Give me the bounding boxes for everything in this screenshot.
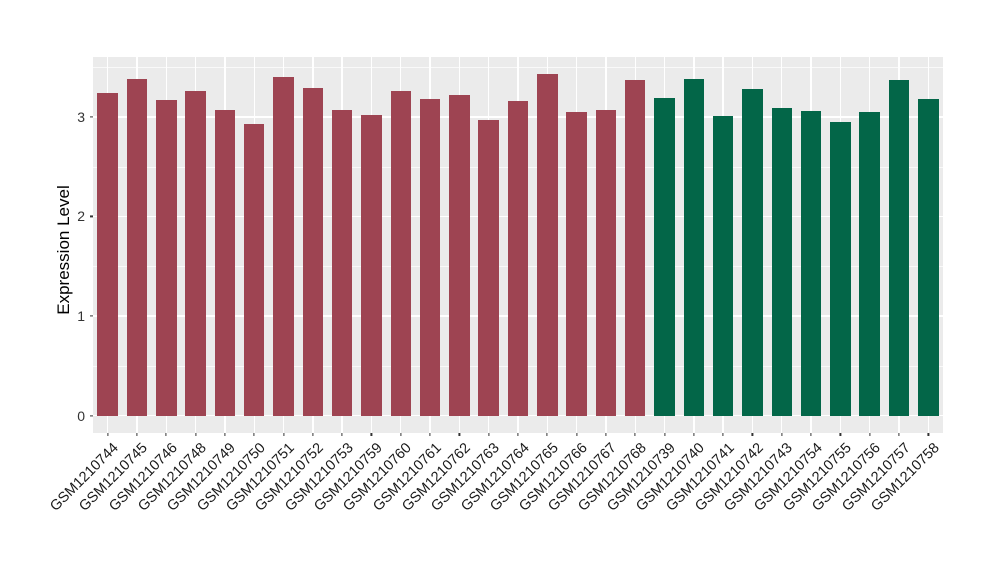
x-tick-mark: [693, 432, 695, 436]
y-tick-label: 3: [77, 108, 85, 125]
y-tick-label: 0: [77, 407, 85, 424]
y-tick-mark: [89, 116, 93, 118]
bar-GSM1210761: [419, 98, 441, 416]
x-tick-mark: [634, 432, 636, 436]
x-tick-mark: [722, 432, 724, 436]
x-tick-mark: [488, 432, 490, 436]
bar-GSM1210739: [654, 97, 675, 416]
x-tick-mark: [898, 432, 900, 436]
bar-GSM1210753: [331, 109, 353, 416]
x-tick-mark: [927, 432, 929, 436]
x-tick-mark: [458, 432, 460, 436]
x-tick-mark: [165, 432, 167, 436]
bar-GSM1210740: [683, 78, 705, 416]
bar-GSM1210767: [595, 109, 617, 416]
bar-GSM1210742: [742, 88, 763, 416]
x-tick-mark: [253, 432, 255, 436]
y-tick-label: 2: [77, 208, 85, 225]
x-tick-mark: [282, 432, 285, 436]
bar-GSM1210766: [566, 111, 587, 416]
bar-GSM1210760: [390, 90, 412, 416]
bar-GSM1210744: [97, 92, 118, 416]
x-tick-mark: [751, 432, 754, 436]
x-tick-mark: [341, 432, 343, 436]
y-tick-mark: [89, 414, 93, 417]
x-tick-mark: [781, 432, 783, 436]
bar-GSM1210755: [830, 121, 851, 416]
bar-GSM1210759: [361, 114, 382, 416]
bar-GSM1210745: [126, 78, 148, 416]
x-tick-mark: [869, 432, 871, 436]
y-tick-label: 1: [77, 307, 85, 324]
bar-GSM1210741: [712, 115, 734, 416]
x-tick-mark: [136, 432, 138, 436]
x-tick-mark: [370, 432, 373, 436]
bar-GSM1210757: [888, 79, 910, 416]
bar-GSM1210746: [156, 99, 177, 416]
bar-GSM1210748: [185, 90, 206, 416]
bar-GSM1210754: [800, 110, 822, 416]
x-tick-mark: [517, 432, 519, 436]
x-tick-mark: [224, 432, 226, 436]
x-tick-mark: [546, 432, 548, 436]
bar-GSM1210749: [214, 109, 236, 416]
chart-panel: [93, 57, 943, 433]
x-tick-mark: [107, 432, 109, 436]
x-tick-mark: [576, 432, 578, 436]
x-tick-mark: [839, 432, 841, 436]
x-tick-mark: [810, 432, 812, 436]
x-tick-mark: [312, 432, 314, 436]
x-tick-mark: [663, 432, 666, 436]
x-tick-mark: [194, 432, 197, 436]
x-tick-mark: [605, 432, 607, 436]
bar-GSM1210762: [449, 94, 470, 416]
bar-GSM1210768: [624, 79, 646, 416]
bar-GSM1210756: [859, 111, 880, 416]
x-tick-mark: [400, 432, 402, 436]
y-tick-mark: [89, 315, 93, 317]
x-tick-mark: [429, 432, 431, 436]
bar-GSM1210764: [507, 100, 529, 416]
bar-GSM1210763: [478, 119, 499, 416]
bar-GSM1210750: [243, 123, 265, 416]
bar-GSM1210751: [273, 76, 294, 416]
bar-GSM1210765: [537, 73, 558, 416]
bar-GSM1210752: [302, 87, 324, 416]
y-tick-mark: [89, 215, 93, 217]
bar-GSM1210758: [918, 98, 939, 416]
y-axis-title: Expression Level: [54, 185, 73, 315]
bar-GSM1210743: [771, 107, 793, 416]
